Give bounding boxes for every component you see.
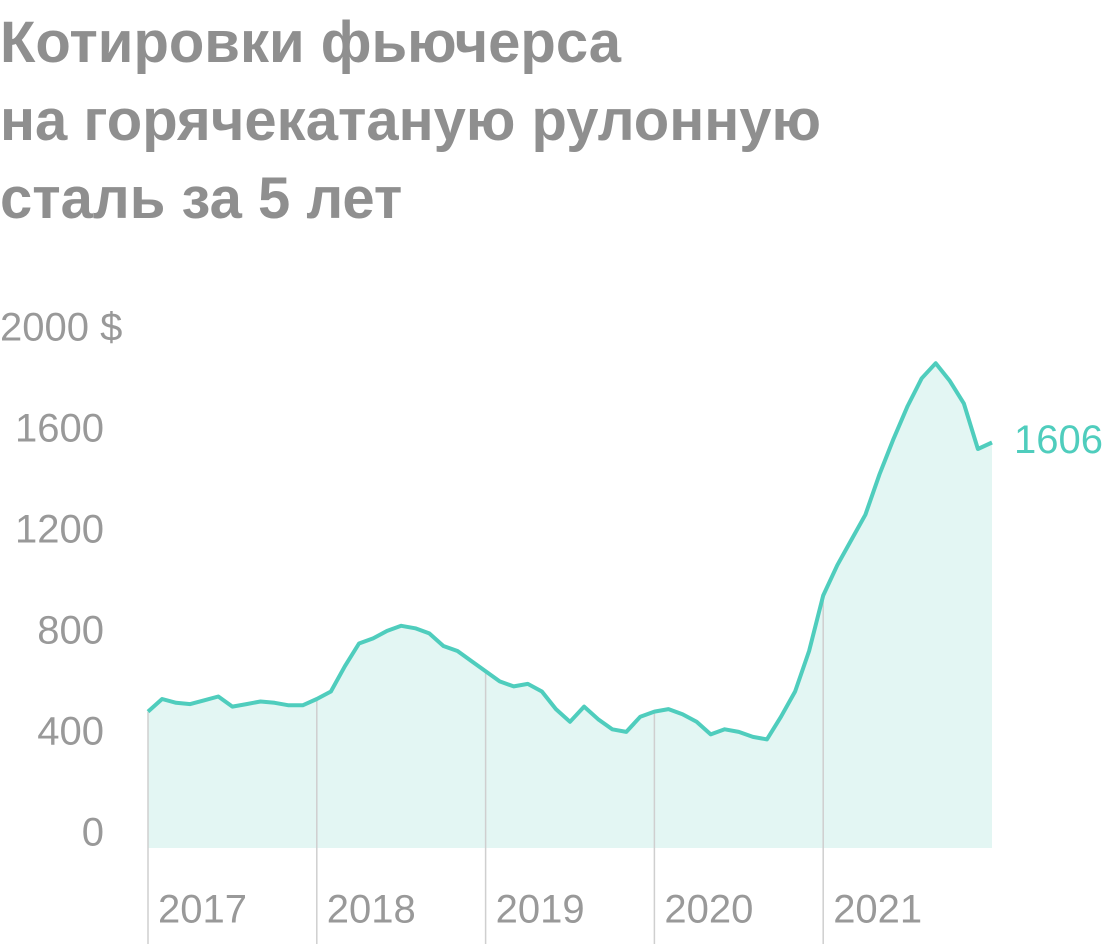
chart-title: на горячекатаную рулонную (0, 88, 821, 153)
chart-title: сталь за 5 лет (0, 166, 402, 231)
x-tick-label: 2019 (496, 888, 585, 932)
x-tick-label: 2018 (327, 888, 416, 932)
line (146, 361, 993, 742)
y-tick-label: 2000 $ (0, 306, 122, 350)
y-tick-label: 1200 (15, 508, 104, 552)
x-tick-label: 2021 (833, 888, 922, 932)
y-tick-label: 400 (37, 710, 104, 754)
x-tick-label: 2020 (664, 888, 753, 932)
area (148, 363, 992, 848)
end-value-label: 1606 (1014, 418, 1103, 462)
chart-title: Котировки фьючерса (0, 10, 622, 75)
x-tick-label: 2017 (158, 888, 247, 932)
y-tick-label: 1600 (15, 407, 104, 451)
y-tick-label: 800 (37, 609, 104, 653)
y-tick-label: 0 (82, 811, 104, 855)
